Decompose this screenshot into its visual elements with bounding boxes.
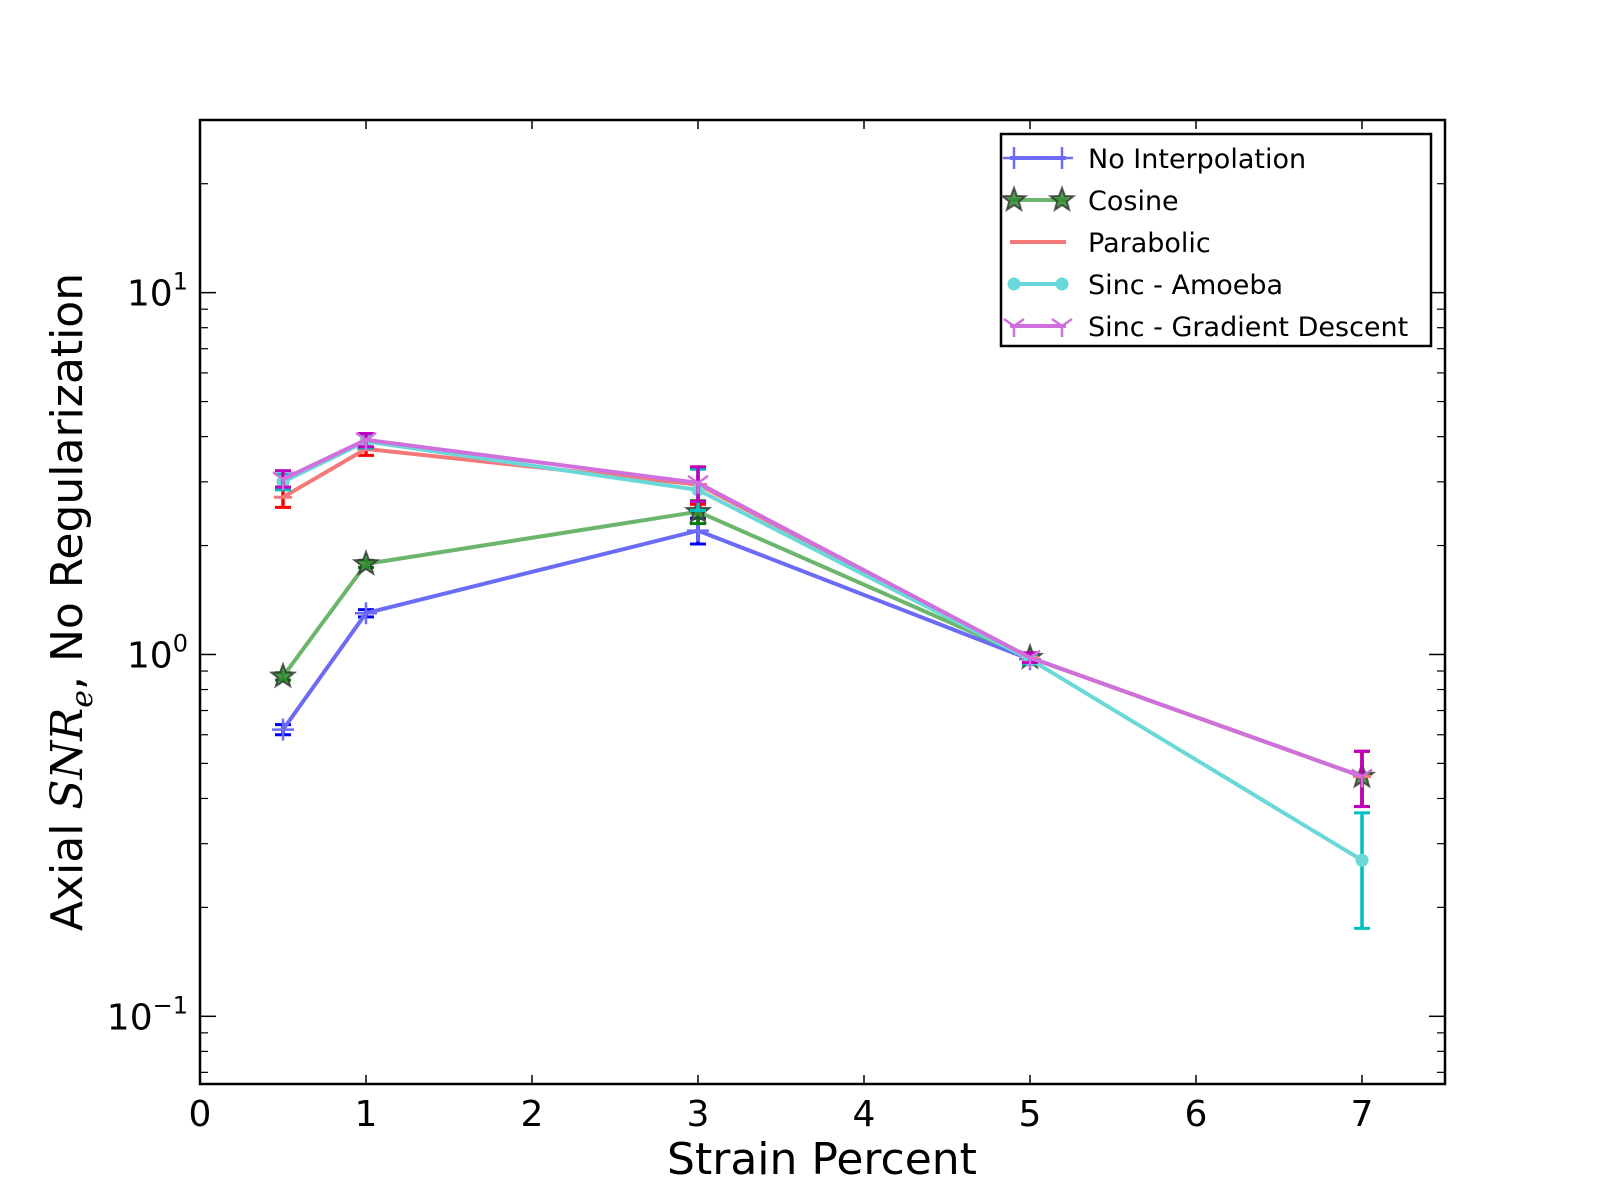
series-no-interpolation xyxy=(272,516,1041,741)
legend-item: No Interpolation xyxy=(1003,144,1306,175)
data-point xyxy=(272,471,294,491)
legend-marker xyxy=(1007,277,1021,291)
legend-marker xyxy=(1051,147,1073,169)
y-tick-label: 101 xyxy=(127,268,188,315)
series-line xyxy=(281,446,1363,779)
data-point xyxy=(351,548,381,576)
x-tick-label: 0 xyxy=(189,1094,212,1135)
plot-frame xyxy=(198,118,1447,1086)
series-layer xyxy=(268,431,1377,930)
x-tick-label: 5 xyxy=(1019,1094,1042,1135)
legend-marker xyxy=(999,185,1029,213)
legend-label: Parabolic xyxy=(1088,228,1211,259)
series-sinc-gradient-descent xyxy=(272,431,1373,809)
x-tick-label: 1 xyxy=(355,1094,378,1135)
y-axis-title: Axial SNRe, No Regularization xyxy=(42,273,100,931)
y-axis-title-prefix: Axial xyxy=(42,810,93,932)
legend-frame xyxy=(999,132,1433,348)
data-point xyxy=(1355,853,1369,867)
y-axis-title-math: SNR xyxy=(42,708,93,810)
series-line xyxy=(281,528,1031,731)
y-axis-title-sub: e xyxy=(65,690,100,708)
y-axis-title-suffix: , No Regularization xyxy=(42,273,93,690)
x-tick-label: 7 xyxy=(1351,1094,1374,1135)
x-tick-label: 3 xyxy=(687,1094,710,1135)
legend-marker xyxy=(1047,185,1077,213)
legend-label: Sinc - Gradient Descent xyxy=(1088,312,1408,343)
legend-label: Sinc - Amoeba xyxy=(1088,270,1283,301)
legend-item: Cosine xyxy=(999,185,1179,217)
y-tick-label-exp: 0 xyxy=(173,629,188,657)
y-tick-label-exp: 1 xyxy=(173,268,188,296)
legend-item: Sinc - Gradient Descent xyxy=(1003,312,1408,343)
series-line xyxy=(282,437,1363,779)
legend-marker xyxy=(1003,147,1025,169)
series-sinc-amoeba xyxy=(275,433,1370,930)
y-tick-label-base: 10 xyxy=(127,274,173,315)
x-tick-label: 6 xyxy=(1185,1094,1208,1135)
legend-label: No Interpolation xyxy=(1088,144,1306,175)
data-point xyxy=(687,474,709,494)
legend-item: Parabolic xyxy=(1010,228,1211,259)
data-point xyxy=(355,431,377,451)
data-point xyxy=(355,602,377,625)
series-cosine xyxy=(268,496,1377,809)
data-point xyxy=(272,718,294,741)
x-tick-label: 2 xyxy=(521,1094,544,1135)
legend: No Interpolation Cosine Parabolic Sinc - Am… xyxy=(999,132,1433,348)
legend-marker xyxy=(1051,317,1073,337)
x-tick-label: 4 xyxy=(853,1094,876,1135)
y-tick-label: 10−1 xyxy=(107,991,188,1038)
y-tick-label: 100 xyxy=(127,629,188,676)
x-axis-title: Strain Percent xyxy=(667,1134,977,1185)
legend-marker xyxy=(1003,317,1025,337)
legend-marker xyxy=(1055,277,1069,291)
data-point xyxy=(1351,768,1373,788)
legend-item: Sinc - Amoeba xyxy=(1007,270,1283,301)
legend-label: Cosine xyxy=(1088,186,1179,217)
y-tick-label-exp: −1 xyxy=(153,991,188,1019)
series-line xyxy=(282,439,1364,862)
data-point xyxy=(1019,649,1041,669)
y-tick-label-base: 10 xyxy=(127,635,173,676)
series-parabolic xyxy=(274,441,1371,809)
data-point xyxy=(268,661,298,689)
y-tick-label-base: 10 xyxy=(107,997,153,1038)
